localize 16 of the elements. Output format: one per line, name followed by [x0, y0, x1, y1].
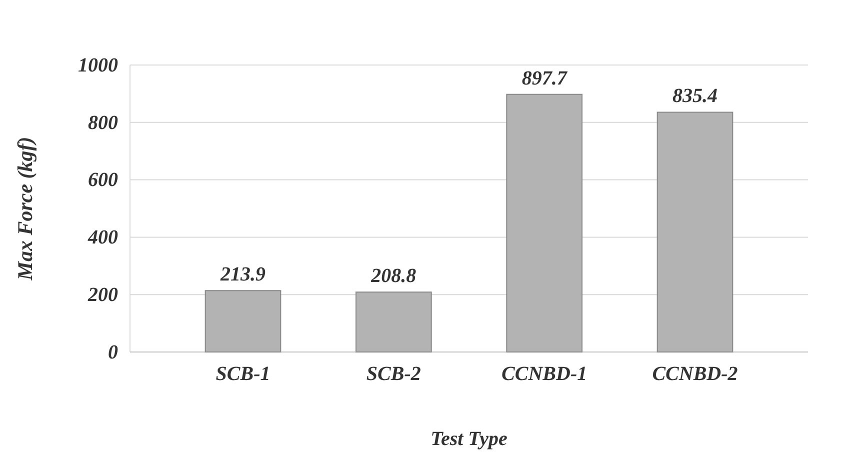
data-label: 213.9: [220, 264, 266, 286]
x-tick-label: SCB-2: [366, 363, 421, 386]
x-axis-title: Test Type: [430, 428, 508, 450]
y-tick-label: 800: [88, 112, 118, 134]
data-label: 835.4: [672, 85, 718, 108]
x-tick-label: CCNBD-1: [502, 363, 588, 386]
y-tick-label: 600: [88, 169, 118, 192]
data-label: 208.8: [370, 265, 416, 288]
y-tick-label: 1000: [78, 54, 118, 76]
y-tick-label: 0: [108, 341, 118, 364]
x-tick-label: CCNBD-2: [652, 363, 738, 386]
y-tick-label: 400: [87, 226, 118, 249]
x-tick-label: SCB-1: [216, 363, 270, 386]
y-axis-title: Max Force (kgf): [13, 136, 37, 282]
data-label: 897.7: [522, 67, 568, 90]
y-tick-label: 200: [87, 284, 118, 306]
